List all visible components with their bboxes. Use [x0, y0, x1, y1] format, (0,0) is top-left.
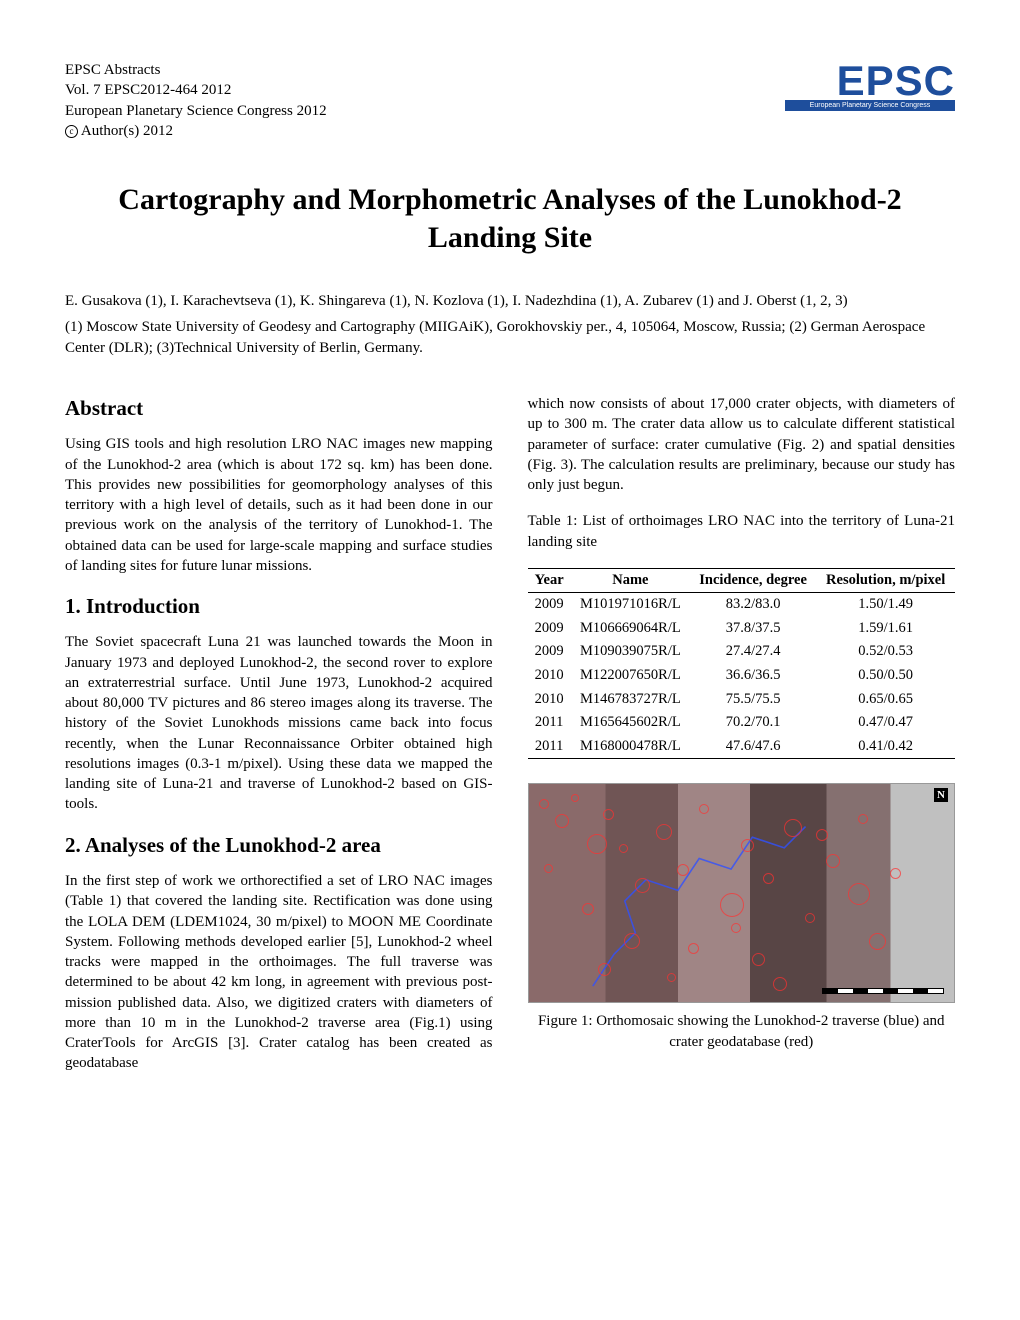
crater-circle	[544, 864, 553, 873]
table-row: 2010M146783727R/L75.5/75.50.65/0.65	[528, 688, 956, 712]
crater-circle	[784, 819, 802, 837]
table-cell: 2009	[528, 640, 571, 664]
crater-circle	[624, 933, 640, 949]
logo-text: EPSC	[785, 60, 955, 102]
table-cell: 47.6/47.6	[690, 735, 816, 759]
scalebar	[822, 988, 944, 994]
authors-line: E. Gusakova (1), I. Karachevtseva (1), K…	[65, 291, 955, 312]
table-row: 2009M101971016R/L83.2/83.01.50/1.49	[528, 593, 956, 617]
table-cell: 0.41/0.42	[816, 735, 955, 759]
table-cell: 1.59/1.61	[816, 617, 955, 641]
copyright-icon: c	[65, 125, 78, 138]
table-row: 2009M109039075R/L27.4/27.40.52/0.53	[528, 640, 956, 664]
analyses-text: In the first step of work we orthorectif…	[65, 871, 493, 1074]
table-cell: 2011	[528, 735, 571, 759]
table-row: 2009M106669064R/L37.8/37.51.59/1.61	[528, 617, 956, 641]
affiliations-line: (1) Moscow State University of Geodesy a…	[65, 317, 955, 359]
th-year: Year	[528, 568, 571, 593]
table-cell: M106669064R/L	[571, 617, 690, 641]
abstract-info: EPSC Abstracts Vol. 7 EPSC2012-464 2012 …	[65, 60, 327, 141]
crater-circle	[555, 814, 569, 828]
table-cell: 2011	[528, 711, 571, 735]
crater-circle	[869, 933, 886, 950]
table-cell: 75.5/75.5	[690, 688, 816, 712]
crater-circle	[688, 943, 699, 954]
crater-circle	[752, 953, 765, 966]
table-row: 2010M122007650R/L36.6/36.50.50/0.50	[528, 664, 956, 688]
table-cell: M146783727R/L	[571, 688, 690, 712]
volume-line: Vol. 7 EPSC2012-464 2012	[65, 80, 327, 100]
th-resolution: Resolution, m/pixel	[816, 568, 955, 593]
table-cell: 83.2/83.0	[690, 593, 816, 617]
table-cell: 36.6/36.5	[690, 664, 816, 688]
analyses-heading: 2. Analyses of the Lunokhod-2 area	[65, 831, 493, 859]
abstract-text: Using GIS tools and high resolution LRO …	[65, 434, 493, 576]
logo-subtitle: European Planetary Science Congress	[785, 100, 955, 111]
copyright-line: c Author(s) 2012	[65, 121, 327, 141]
crater-circle	[731, 923, 741, 933]
table-cell: M109039075R/L	[571, 640, 690, 664]
table-cell: 2009	[528, 593, 571, 617]
th-incidence: Incidence, degree	[690, 568, 816, 593]
orthomosaic-image: N	[528, 783, 956, 1003]
intro-text: The Soviet spacecraft Luna 21 was launch…	[65, 632, 493, 814]
table-cell: 0.50/0.50	[816, 664, 955, 688]
paper-title: Cartography and Morphometric Analyses of…	[65, 181, 955, 256]
figure-caption: Figure 1: Orthomosaic showing the Lunokh…	[528, 1011, 956, 1052]
th-name: Name	[571, 568, 690, 593]
two-column-body: Abstract Using GIS tools and high resolu…	[65, 394, 955, 1090]
crater-circle	[677, 864, 689, 876]
page-header: EPSC Abstracts Vol. 7 EPSC2012-464 2012 …	[65, 60, 955, 141]
crater-circle	[763, 873, 774, 884]
crater-circle	[587, 834, 607, 854]
crater-circle	[619, 844, 628, 853]
figure-1: N Figure 1: Orthomosaic showing the Luno…	[528, 783, 956, 1052]
table-cell: 2010	[528, 664, 571, 688]
crater-circle	[741, 839, 754, 852]
crater-circle	[598, 963, 611, 976]
table-cell: 70.2/70.1	[690, 711, 816, 735]
congress-line: European Planetary Science Congress 2012	[65, 101, 327, 121]
intro-heading: 1. Introduction	[65, 592, 493, 620]
abstracts-line: EPSC Abstracts	[65, 60, 327, 80]
abstract-heading: Abstract	[65, 394, 493, 422]
table-cell: M165645602R/L	[571, 711, 690, 735]
table-cell: M101971016R/L	[571, 593, 690, 617]
crater-circle	[816, 829, 828, 841]
left-column: Abstract Using GIS tools and high resolu…	[65, 394, 493, 1090]
table-cell: M122007650R/L	[571, 664, 690, 688]
table-cell: 2009	[528, 617, 571, 641]
figure-overlay	[529, 784, 954, 1003]
col2-continuation: which now consists of about 17,000 crate…	[528, 394, 956, 495]
table-row: 2011M165645602R/L70.2/70.10.47/0.47	[528, 711, 956, 735]
orthoimages-table: Year Name Incidence, degree Resolution, …	[528, 568, 956, 760]
table-cell: 2010	[528, 688, 571, 712]
crater-circle	[582, 903, 594, 915]
crater-circle	[826, 854, 840, 868]
table-header-row: Year Name Incidence, degree Resolution, …	[528, 568, 956, 593]
crater-circle	[699, 804, 709, 814]
crater-circle	[667, 973, 676, 982]
table-cell: 0.47/0.47	[816, 711, 955, 735]
right-column: which now consists of about 17,000 crate…	[528, 394, 956, 1090]
north-arrow-icon: N	[934, 788, 948, 802]
table-cell: 0.52/0.53	[816, 640, 955, 664]
crater-circle	[848, 883, 870, 905]
crater-circle	[656, 824, 672, 840]
table-row: 2011M168000478R/L47.6/47.60.41/0.42	[528, 735, 956, 759]
table-cell: 1.50/1.49	[816, 593, 955, 617]
crater-circle	[603, 809, 614, 820]
table-cell: 0.65/0.65	[816, 688, 955, 712]
table-caption: Table 1: List of orthoimages LRO NAC int…	[528, 511, 956, 552]
epsc-logo: EPSC European Planetary Science Congress	[785, 60, 955, 120]
table-cell: 27.4/27.4	[690, 640, 816, 664]
table-cell: M168000478R/L	[571, 735, 690, 759]
table-cell: 37.8/37.5	[690, 617, 816, 641]
